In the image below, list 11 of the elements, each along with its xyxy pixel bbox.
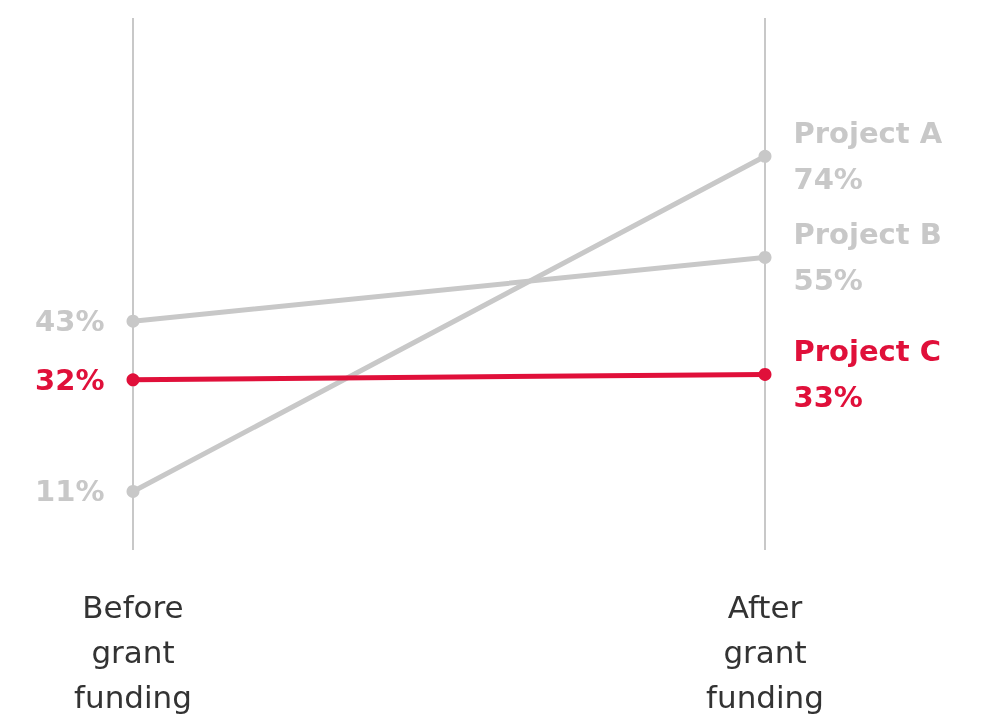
point: [126, 484, 140, 498]
point: [758, 367, 772, 381]
point: [126, 373, 140, 387]
point: [126, 314, 140, 328]
data-label: 32%: [35, 362, 105, 397]
point: [758, 250, 772, 264]
data-label: 33%: [793, 380, 863, 415]
series-label: Project C: [793, 334, 942, 369]
point: [758, 149, 772, 163]
x-tick-label: Before grant funding: [74, 588, 192, 715]
x-tick-label: After grant funding: [706, 588, 824, 715]
